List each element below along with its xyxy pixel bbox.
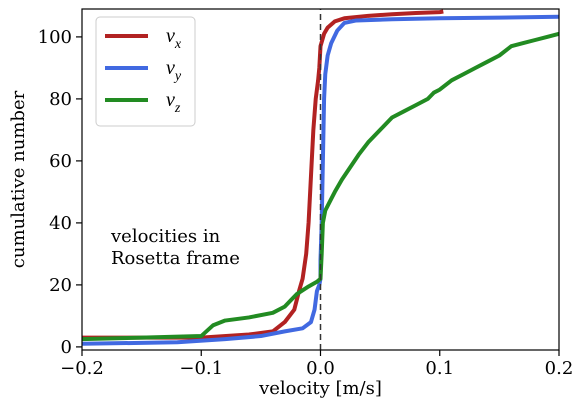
x-axis-label: velocity [m/s] bbox=[258, 378, 382, 399]
x-tick-label: 0.2 bbox=[545, 358, 574, 379]
legend-label-vy: vy bbox=[166, 57, 182, 84]
series-layer bbox=[82, 9, 559, 346]
y-tick-label: 80 bbox=[49, 89, 72, 110]
legend-label-vz: vz bbox=[166, 89, 181, 116]
y-axis-label: cumulative number bbox=[8, 90, 29, 268]
y-tick-label: 40 bbox=[49, 213, 72, 234]
annotation: velocities in Rosetta frame bbox=[110, 226, 240, 269]
series-line-vz bbox=[82, 31, 559, 342]
series-line-vx bbox=[82, 9, 444, 340]
legend-label-vx: vx bbox=[166, 25, 182, 52]
x-tick-label: 0.0 bbox=[306, 358, 335, 379]
y-tick-label: 100 bbox=[38, 27, 72, 48]
y-axis-ticks: 0 20 40 60 80 100 bbox=[38, 27, 82, 358]
annotation-line-2: Rosetta frame bbox=[111, 248, 240, 269]
legend: vx vy vz bbox=[95, 16, 196, 127]
x-axis-ticks: −0.2 −0.1 0.0 0.1 0.2 bbox=[60, 350, 573, 379]
annotation-line-1: velocities in bbox=[110, 226, 221, 247]
x-tick-label: −0.2 bbox=[60, 358, 104, 379]
x-tick-label: −0.1 bbox=[179, 358, 223, 379]
y-tick-label: 0 bbox=[61, 337, 72, 358]
y-tick-label: 60 bbox=[49, 151, 72, 172]
y-tick-label: 20 bbox=[49, 275, 72, 296]
x-tick-label: 0.1 bbox=[425, 358, 454, 379]
